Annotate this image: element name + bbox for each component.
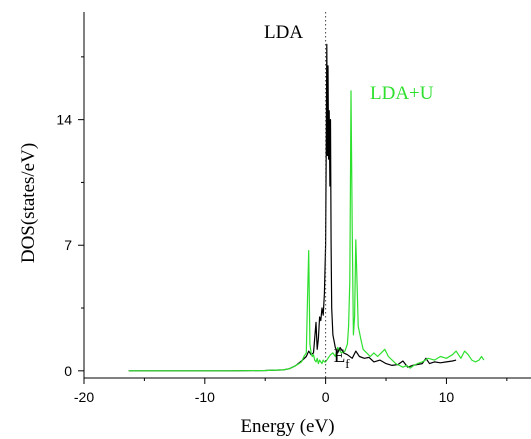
x-tick-label: -20 [74, 389, 94, 405]
y-tick-label: 14 [56, 112, 72, 128]
axes [83, 12, 531, 379]
x-tick-label: -10 [195, 389, 215, 405]
series-layer [128, 43, 485, 372]
fermi-level-label: Ef [334, 346, 351, 371]
annotation-lda-u: LDA+U [370, 83, 434, 104]
series-line-lda [128, 43, 457, 372]
series-line-lda-u [128, 90, 485, 372]
ticks: -20 -10 0 10 0 7 14 [56, 56, 508, 405]
x-tick-label: 10 [439, 389, 455, 405]
x-tick-label: 0 [322, 389, 330, 405]
x-axis-label: Energy (eV) [240, 416, 334, 437]
y-axis-label: DOS(states/eV) [18, 143, 39, 263]
fermi-label-main: E [334, 346, 346, 367]
y-tick-label: 7 [64, 237, 72, 253]
annotation-lda: LDA [264, 22, 303, 43]
y-tick-label: 0 [64, 363, 72, 379]
fermi-label-sub: f [345, 356, 350, 371]
